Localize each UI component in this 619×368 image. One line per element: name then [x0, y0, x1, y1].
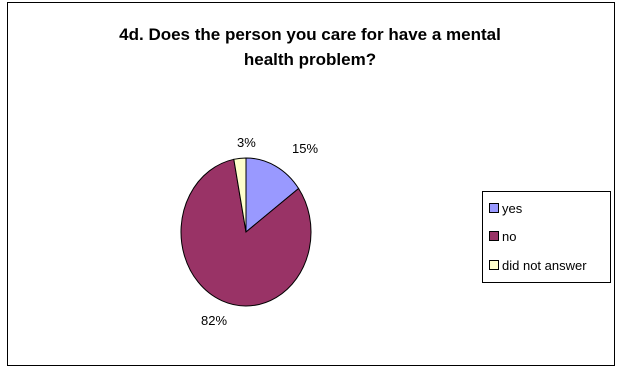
chart-area	[7, 2, 615, 366]
chart-title-line-2: health problem?	[243, 50, 377, 69]
data-label-yes: 15%	[292, 141, 318, 156]
pie-slice-yes	[245, 157, 300, 234]
legend-swatch-yes	[489, 203, 499, 213]
legend-swatch-did-not-answer	[489, 260, 499, 270]
pie-slice-no	[180, 158, 312, 307]
chart-title: 4d. Does the person you care for have a …	[80, 22, 540, 72]
legend-swatch-no	[489, 231, 499, 241]
data-label-no: 82%	[201, 313, 227, 328]
legend-label-yes: yes	[502, 200, 523, 216]
legend-label-did-not-answer: did not answer	[502, 257, 587, 273]
pie-slice-did-not-answer	[233, 157, 247, 233]
legend-item-no: no	[489, 228, 516, 244]
data-label-did-not-answer: 3%	[237, 135, 256, 150]
legend-label-no: no	[502, 228, 517, 244]
chart-legend: yes no did not answer	[482, 191, 611, 283]
legend-item-did-not-answer: did not answer	[489, 257, 587, 273]
legend-item-yes: yes	[489, 200, 522, 216]
chart-title-line-1: 4d. Does the person you care for have a …	[119, 25, 501, 44]
